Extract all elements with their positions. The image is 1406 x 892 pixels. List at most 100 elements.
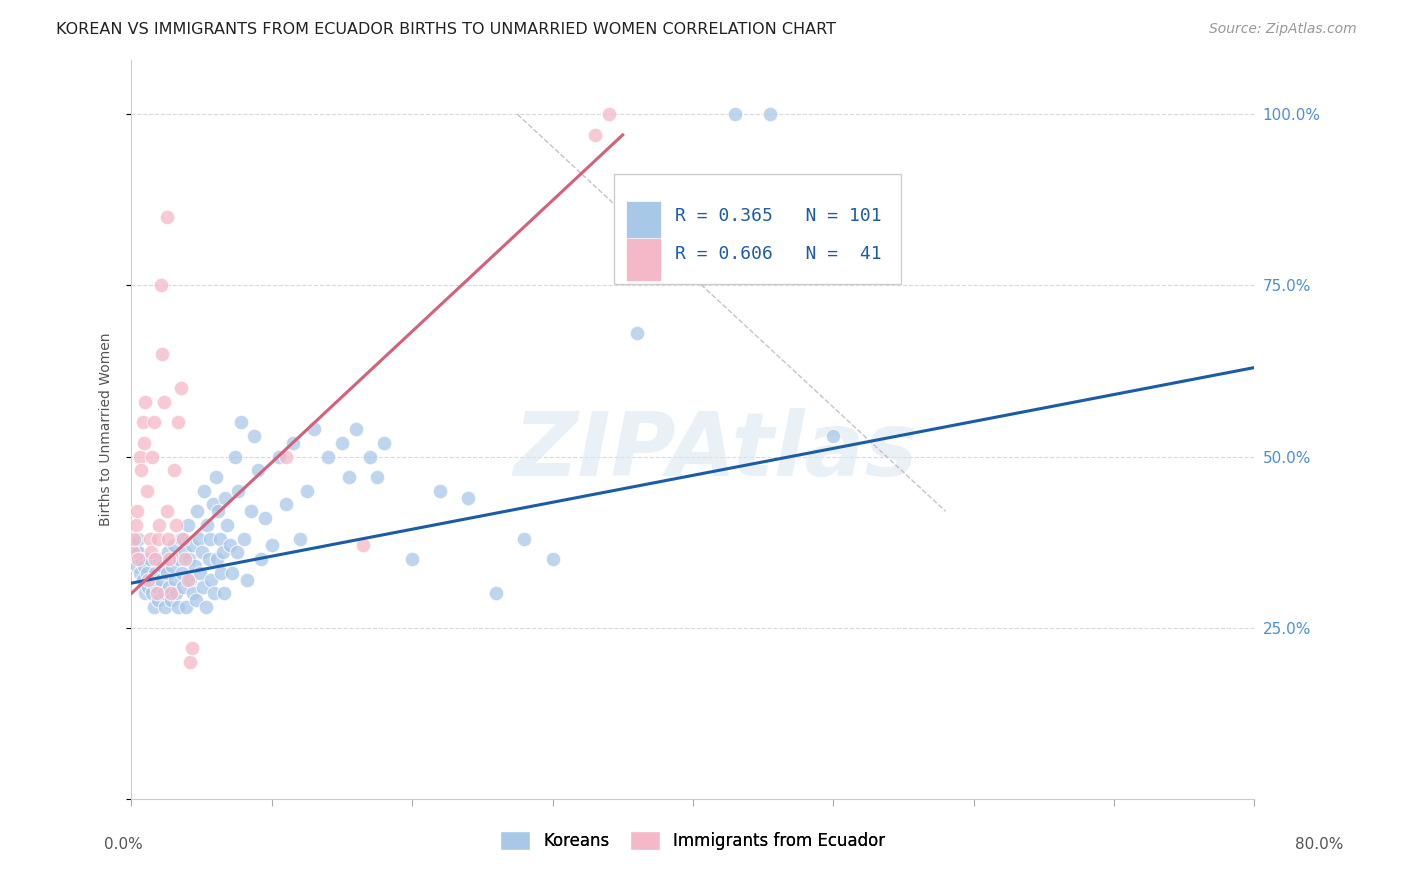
Point (125, 559, 148, 574)
Text: R = 0.606   N =  41: R = 0.606 N = 41 (675, 244, 882, 263)
Point (180, 539, 202, 553)
Point (209, 566, 232, 580)
Point (127, 545, 149, 559)
Point (359, 450, 381, 464)
Point (198, 532, 221, 546)
Point (180, 641, 202, 656)
Point (129, 552, 152, 566)
Point (541, 552, 564, 566)
Point (136, 580, 159, 594)
Point (184, 593, 207, 607)
Point (204, 470, 226, 484)
Point (150, 559, 173, 574)
Point (141, 586, 163, 600)
Point (176, 573, 198, 587)
Point (138, 532, 160, 546)
Text: R = 0.365   N = 101: R = 0.365 N = 101 (675, 207, 882, 226)
Point (143, 552, 166, 566)
Point (177, 552, 200, 566)
Point (135, 483, 157, 498)
Point (221, 566, 243, 580)
Point (152, 394, 174, 409)
Point (173, 552, 195, 566)
Point (155, 566, 177, 580)
Point (160, 559, 183, 574)
Text: KOREAN VS IMMIGRANTS FROM ECUADOR BIRTHS TO UNMARRIED WOMEN CORRELATION CHART: KOREAN VS IMMIGRANTS FROM ECUADOR BIRTHS… (56, 22, 837, 37)
Point (132, 559, 155, 574)
Point (302, 422, 325, 436)
Point (267, 450, 290, 464)
Point (239, 504, 262, 518)
Point (253, 511, 276, 525)
Point (165, 518, 187, 533)
Point (169, 381, 191, 395)
Text: Source: ZipAtlas.com: Source: ZipAtlas.com (1209, 22, 1357, 37)
Point (626, 326, 648, 341)
Point (134, 586, 156, 600)
Point (162, 539, 184, 553)
Point (242, 429, 264, 443)
Point (173, 545, 195, 559)
Point (274, 450, 297, 464)
Point (207, 504, 229, 518)
Point (138, 552, 160, 566)
Point (229, 415, 252, 429)
Point (193, 483, 215, 498)
Point (485, 586, 508, 600)
Point (190, 545, 212, 559)
Legend: Koreans, Immigrants from Ecuador: Koreans, Immigrants from Ecuador (494, 824, 891, 857)
Point (188, 566, 211, 580)
Point (159, 593, 181, 607)
Point (218, 539, 240, 553)
Point (176, 518, 198, 533)
Point (352, 539, 374, 553)
FancyBboxPatch shape (614, 174, 901, 284)
Point (145, 586, 167, 600)
Point (131, 573, 153, 587)
Point (124, 518, 146, 533)
Text: 0.0%: 0.0% (104, 837, 143, 852)
Point (598, 107, 620, 121)
Point (172, 580, 194, 594)
Point (211, 545, 233, 559)
Text: ZIPAtlas: ZIPAtlas (513, 408, 918, 495)
Point (141, 450, 163, 464)
Point (212, 586, 235, 600)
Point (174, 600, 197, 615)
Point (197, 552, 219, 566)
Point (149, 573, 172, 587)
Point (131, 415, 153, 429)
Point (187, 532, 209, 546)
Point (135, 566, 157, 580)
Point (330, 435, 353, 450)
Point (249, 552, 271, 566)
Point (401, 552, 423, 566)
Point (179, 655, 201, 669)
Point (124, 545, 146, 559)
Point (145, 580, 167, 594)
Point (759, 107, 782, 121)
Point (155, 210, 177, 224)
Point (200, 573, 222, 587)
Point (157, 580, 180, 594)
Point (121, 539, 143, 553)
Point (186, 504, 208, 518)
Point (166, 600, 188, 615)
Point (225, 545, 247, 559)
Point (429, 483, 451, 498)
Point (194, 600, 217, 615)
Point (202, 586, 225, 600)
Point (181, 586, 204, 600)
Point (128, 450, 150, 464)
Point (165, 586, 187, 600)
Point (191, 580, 214, 594)
Point (205, 552, 228, 566)
Point (163, 573, 186, 587)
FancyBboxPatch shape (626, 201, 661, 244)
Point (136, 573, 159, 587)
Point (149, 278, 172, 293)
Point (583, 128, 606, 142)
Point (457, 491, 479, 505)
Text: 80.0%: 80.0% (1295, 837, 1343, 852)
Point (288, 532, 311, 546)
